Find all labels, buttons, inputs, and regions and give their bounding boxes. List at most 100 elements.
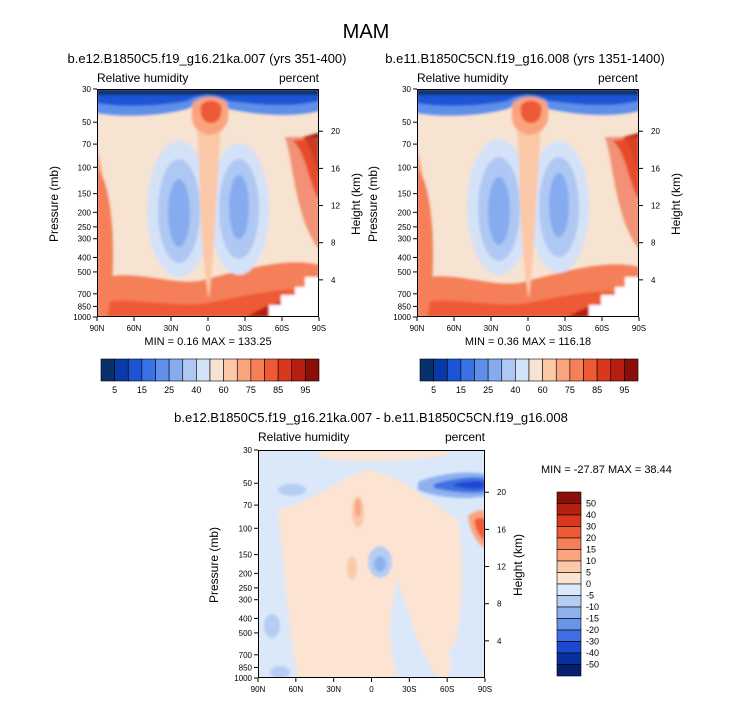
panel-2-stats: MIN = 0.36 MAX = 116.18	[465, 336, 591, 348]
colorbar-abs-swatch	[114, 358, 129, 382]
colorbar-diff-swatch	[556, 572, 582, 585]
panel-1-xtick-label: 30S	[238, 324, 252, 333]
colorbar-diff-label: -20	[586, 625, 599, 635]
colorbar-abs-swatch	[236, 358, 252, 382]
colorbar-abs-swatch	[127, 358, 143, 382]
panel-2-plot-area	[417, 89, 639, 317]
colorbar-abs-swatch	[596, 358, 612, 382]
panel-3-xtick-label: 60N	[288, 685, 303, 694]
panel-1-frame	[97, 89, 319, 317]
colorbar-abs-swatch	[515, 358, 530, 382]
panel-2-ptick-label: 200	[398, 208, 412, 217]
panel-2-xtick-label: 60S	[595, 324, 609, 333]
panel-2-left-label: Relative humidity	[417, 71, 508, 85]
colorbar-abs-label: 5	[112, 385, 117, 395]
colorbar-diff-label: -5	[586, 591, 594, 601]
colorbar-abs-swatch	[474, 358, 489, 382]
panel-3-xtick-label: 30S	[402, 685, 416, 694]
colorbar-diff-swatch	[556, 618, 582, 631]
colorbar-abs-label: 60	[538, 385, 548, 395]
colorbar-abs-swatch	[223, 358, 238, 382]
panel-2-frame	[417, 89, 639, 317]
colorbar-diff-swatch	[556, 664, 582, 677]
panel-3-title: b.e12.B1850C5.f19_g16.21ka.007 - b.e11.B…	[174, 410, 568, 425]
panel-3-xtick-label: 60S	[440, 685, 454, 694]
colorbar-abs-swatch	[610, 358, 625, 382]
colorbar-abs-label: 95	[619, 385, 629, 395]
colorbar-abs-swatch	[528, 358, 543, 382]
colorbar-abs-label: 85	[273, 385, 283, 395]
colorbar-abs-swatch	[419, 358, 434, 382]
panel-1-ptick-label: 70	[82, 140, 91, 149]
panel-2-xtick-label: 90N	[410, 324, 425, 333]
colorbar-abs-swatch	[460, 358, 475, 382]
panel-1-ptick-label: 300	[78, 235, 92, 244]
panel-2-ptick-label: 30	[402, 85, 411, 94]
panel-2-ptick-label: 300	[398, 235, 412, 244]
panel-1-ptick-label: 150	[78, 190, 92, 199]
panel-3-ptick-label: 400	[239, 614, 253, 623]
panel-1-ptick-label: 850	[78, 302, 92, 311]
panel-1-htick-label: 4	[331, 276, 336, 285]
panel-3-plot-area	[258, 450, 485, 678]
panel-1-stats: MIN = 0.16 MAX = 133.25	[144, 336, 271, 348]
colorbar-diff-swatch	[556, 514, 582, 527]
panel-1-ptick-label: 50	[82, 118, 91, 127]
colorbar-diff-swatch	[556, 629, 582, 642]
panel-2-ptick-label: 500	[398, 268, 412, 277]
colorbar-diff-swatch	[556, 503, 582, 516]
colorbar-diff-label: 10	[586, 556, 596, 566]
panel-3-stats: MIN = -27.87 MAX = 38.44	[541, 464, 672, 476]
panel-3-ptick-label: 500	[239, 629, 253, 638]
panel-3-ptick-label: 150	[239, 551, 253, 560]
panel-3-xtick-label: 0	[369, 685, 374, 694]
panel-1-title: b.e12.B1850C5.f19_g16.21ka.007 (yrs 351-…	[68, 51, 347, 66]
panel-1-axes: 30 50 70 100 150 200 250 300 400 500 700 850 1000 20 1…	[73, 85, 340, 333]
panel-3-ptick-label: 70	[243, 501, 252, 510]
colorbar-abs-swatch	[583, 358, 598, 382]
panel-2-ylabel: Pressure (mb)	[366, 166, 380, 242]
panel-3-axes: 30 50 70 100 150 200 250 300 400 500 700 850 1000 20 1…	[234, 446, 506, 694]
panel-3-htick-label: 4	[497, 637, 502, 646]
colorbar-diff-swatch	[556, 652, 582, 665]
colorbar-abs-left: 5 15 25 40 60 75 85 95	[100, 358, 320, 395]
colorbar-diff-label: 40	[586, 510, 596, 520]
colorbar-abs-label: 25	[164, 385, 174, 395]
colorbar-abs-swatch	[196, 358, 211, 382]
colorbar-abs-swatch	[446, 358, 462, 382]
panel-3-xtick-label: 90N	[251, 685, 266, 694]
panel-2-htick-label: 12	[651, 202, 660, 211]
figure-title: MAM	[343, 21, 390, 43]
panel-2-htick-label: 4	[651, 276, 656, 285]
panel-1-contours	[97, 89, 319, 317]
panel-2-ptick-label: 100	[398, 163, 412, 172]
colorbar-diff-swatch	[556, 526, 582, 539]
colorbar-abs-label: 15	[137, 385, 147, 395]
panel-1-ptick-label: 700	[78, 290, 92, 299]
panel-2-htick-label: 16	[651, 164, 660, 173]
panel-3-ptick-label: 250	[239, 584, 253, 593]
colorbar-diff-swatch	[556, 583, 582, 596]
panel-1-htick-label: 12	[331, 202, 340, 211]
panel-2-ptick-label: 150	[398, 190, 412, 199]
colorbar-abs-swatch	[168, 358, 184, 382]
panel-2-right-label: percent	[598, 71, 639, 85]
panel-2-ptick-label: 70	[402, 140, 411, 149]
panel-2-y2label: Height (km)	[669, 173, 683, 235]
colorbar-diff-swatch	[556, 491, 582, 504]
panel-1-htick-label: 8	[331, 239, 336, 248]
panel-1-ptick-label: 400	[78, 253, 92, 262]
panel-3: b.e12.B1850C5.f19_g16.21ka.007 - b.e11.B…	[174, 410, 672, 694]
colorbar-abs-label: 60	[219, 385, 229, 395]
panel-1-ptick-label: 1000	[73, 313, 91, 322]
colorbar-abs-label: 40	[510, 385, 520, 395]
panel-3-ptick-label: 200	[239, 569, 253, 578]
panel-1-ptick-label: 500	[78, 268, 92, 277]
colorbar-abs-swatch	[542, 358, 557, 382]
panel-3-contours	[258, 450, 485, 678]
panel-1-xtick-label: 60S	[275, 324, 289, 333]
colorbar-diff-label: -40	[586, 648, 599, 658]
colorbar-diff-swatch	[556, 560, 582, 573]
colorbar-abs-swatch	[487, 358, 503, 382]
